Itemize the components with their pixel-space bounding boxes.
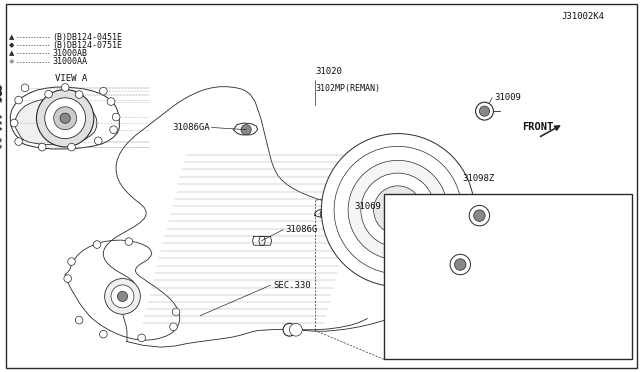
Circle shape (45, 90, 52, 98)
Circle shape (374, 186, 422, 234)
Circle shape (108, 98, 115, 105)
Circle shape (334, 146, 461, 274)
Polygon shape (15, 99, 97, 145)
Text: SEC.330: SEC.330 (273, 281, 311, 290)
Circle shape (64, 275, 72, 282)
Circle shape (321, 134, 474, 286)
Circle shape (385, 197, 411, 223)
Polygon shape (104, 87, 438, 347)
Circle shape (125, 238, 132, 246)
Circle shape (68, 143, 76, 151)
Text: 31000AB: 31000AB (52, 49, 88, 58)
Text: ◆: ◆ (9, 42, 14, 48)
Text: 31069: 31069 (354, 202, 381, 211)
Circle shape (76, 316, 83, 324)
Text: 31098Z: 31098Z (462, 174, 495, 183)
Text: VIEW A: VIEW A (56, 74, 88, 83)
Text: ✳: ✳ (0, 145, 3, 150)
Text: 3109BZA: 3109BZA (451, 313, 488, 322)
Text: 31020: 31020 (315, 67, 342, 76)
Circle shape (138, 334, 145, 342)
Circle shape (105, 279, 140, 314)
Text: ◆: ◆ (0, 97, 3, 103)
Text: ★: ★ (0, 121, 3, 125)
Text: 31086G: 31086G (285, 225, 317, 234)
Circle shape (76, 91, 83, 98)
Circle shape (60, 113, 70, 123)
Text: (B)DB124-0751E: (B)DB124-0751E (52, 41, 122, 50)
Circle shape (10, 119, 18, 127)
Circle shape (320, 209, 329, 218)
Text: 31082E: 31082E (465, 230, 497, 239)
Text: ✳: ✳ (9, 58, 15, 64)
Circle shape (15, 138, 22, 145)
Text: 31000AA: 31000AA (52, 57, 88, 66)
Text: ◆: ◆ (0, 85, 3, 90)
Text: J31002K4: J31002K4 (561, 12, 604, 21)
Circle shape (361, 173, 435, 247)
Text: ▲: ▲ (0, 85, 3, 90)
Text: ◆: ◆ (0, 92, 3, 97)
Circle shape (109, 126, 117, 134)
Circle shape (93, 241, 101, 248)
Circle shape (68, 258, 76, 265)
Circle shape (348, 160, 447, 260)
Circle shape (170, 323, 177, 331)
Circle shape (95, 137, 102, 145)
Circle shape (38, 143, 46, 151)
Circle shape (111, 285, 134, 308)
Text: ▲: ▲ (0, 89, 3, 94)
Text: ▲: ▲ (9, 34, 14, 40)
Circle shape (241, 125, 252, 135)
Circle shape (454, 259, 466, 270)
Text: 3102MP(REMAN): 3102MP(REMAN) (315, 84, 380, 93)
Circle shape (393, 205, 403, 215)
Text: 31082EA: 31082EA (484, 203, 522, 212)
Circle shape (54, 107, 77, 130)
Circle shape (117, 291, 127, 301)
Circle shape (469, 205, 490, 226)
Circle shape (283, 323, 296, 336)
Polygon shape (10, 87, 119, 149)
Text: (B)DB124-0451E: (B)DB124-0451E (52, 33, 122, 42)
Text: ▲: ▲ (9, 50, 14, 57)
Circle shape (45, 98, 86, 139)
Circle shape (450, 254, 470, 275)
Text: ◆: ◆ (0, 92, 3, 97)
Circle shape (474, 210, 485, 221)
Text: ✳: ✳ (0, 138, 3, 143)
Text: ★: ★ (0, 127, 3, 132)
Circle shape (15, 96, 22, 104)
Text: ✳: ✳ (0, 139, 3, 144)
Polygon shape (65, 240, 180, 340)
Circle shape (172, 308, 180, 316)
Circle shape (61, 84, 69, 91)
Text: FRONT: FRONT (522, 122, 554, 132)
Circle shape (112, 113, 120, 121)
Text: 31086GA: 31086GA (172, 123, 210, 132)
Circle shape (479, 106, 490, 116)
Circle shape (476, 102, 493, 120)
Circle shape (21, 84, 29, 92)
Circle shape (36, 90, 94, 147)
Text: 31009: 31009 (494, 93, 521, 102)
Bar (384, 194, 632, 359)
Text: 38356Y: 38356Y (552, 341, 584, 350)
Text: ★: ★ (0, 115, 3, 120)
Text: ★: ★ (0, 99, 3, 104)
Text: ✳: ✳ (0, 145, 3, 150)
Circle shape (289, 323, 302, 336)
Circle shape (100, 330, 108, 338)
Circle shape (100, 87, 108, 95)
